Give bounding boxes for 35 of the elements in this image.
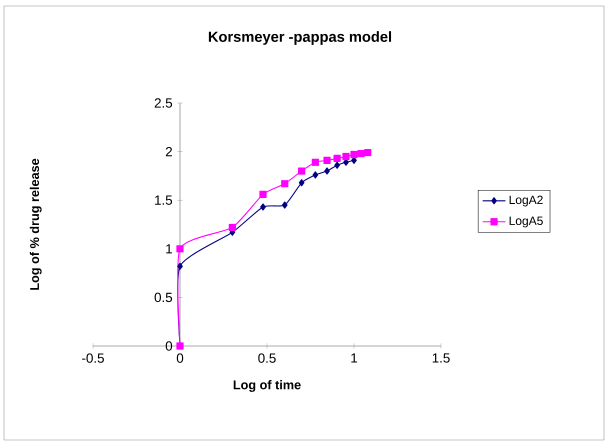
point: [260, 203, 266, 211]
point: [312, 171, 318, 179]
point: [177, 262, 183, 270]
chart-title: Korsmeyer -pappas model: [208, 31, 392, 45]
x-tick-label: 1: [351, 353, 358, 363]
point: [176, 245, 184, 252]
y-tick-label: 0: [166, 341, 172, 351]
x-tick-label: 0.5: [258, 353, 276, 363]
x-tick-label: -0.5: [82, 353, 104, 363]
y-tick-label: 0.5: [154, 292, 172, 302]
point: [334, 162, 340, 169]
point: [312, 158, 319, 166]
point: [324, 167, 330, 175]
y-tick-label: 2.5: [154, 98, 172, 108]
point: [282, 201, 288, 209]
y-tick-label: 1: [166, 244, 172, 254]
point: [281, 180, 288, 188]
point: [228, 224, 236, 232]
point: [298, 167, 306, 175]
y-tick-label: 1.5: [155, 196, 172, 205]
point: [358, 150, 365, 158]
point: [259, 190, 267, 198]
x-tick-label: 1.5: [432, 353, 450, 363]
x-tick-label: 0: [176, 353, 184, 363]
point: [323, 156, 331, 164]
x-axis-title: Log of time: [234, 380, 301, 392]
point: [298, 179, 304, 186]
y-tick-label: 2: [166, 146, 172, 156]
legend-label: LogA5: [510, 216, 543, 228]
point: [334, 154, 341, 162]
legend-label: LogA2: [510, 196, 543, 206]
point: [364, 148, 372, 156]
point: [350, 150, 358, 158]
point: [342, 152, 350, 160]
y-axis-title: Log of % drug release: [30, 158, 42, 290]
